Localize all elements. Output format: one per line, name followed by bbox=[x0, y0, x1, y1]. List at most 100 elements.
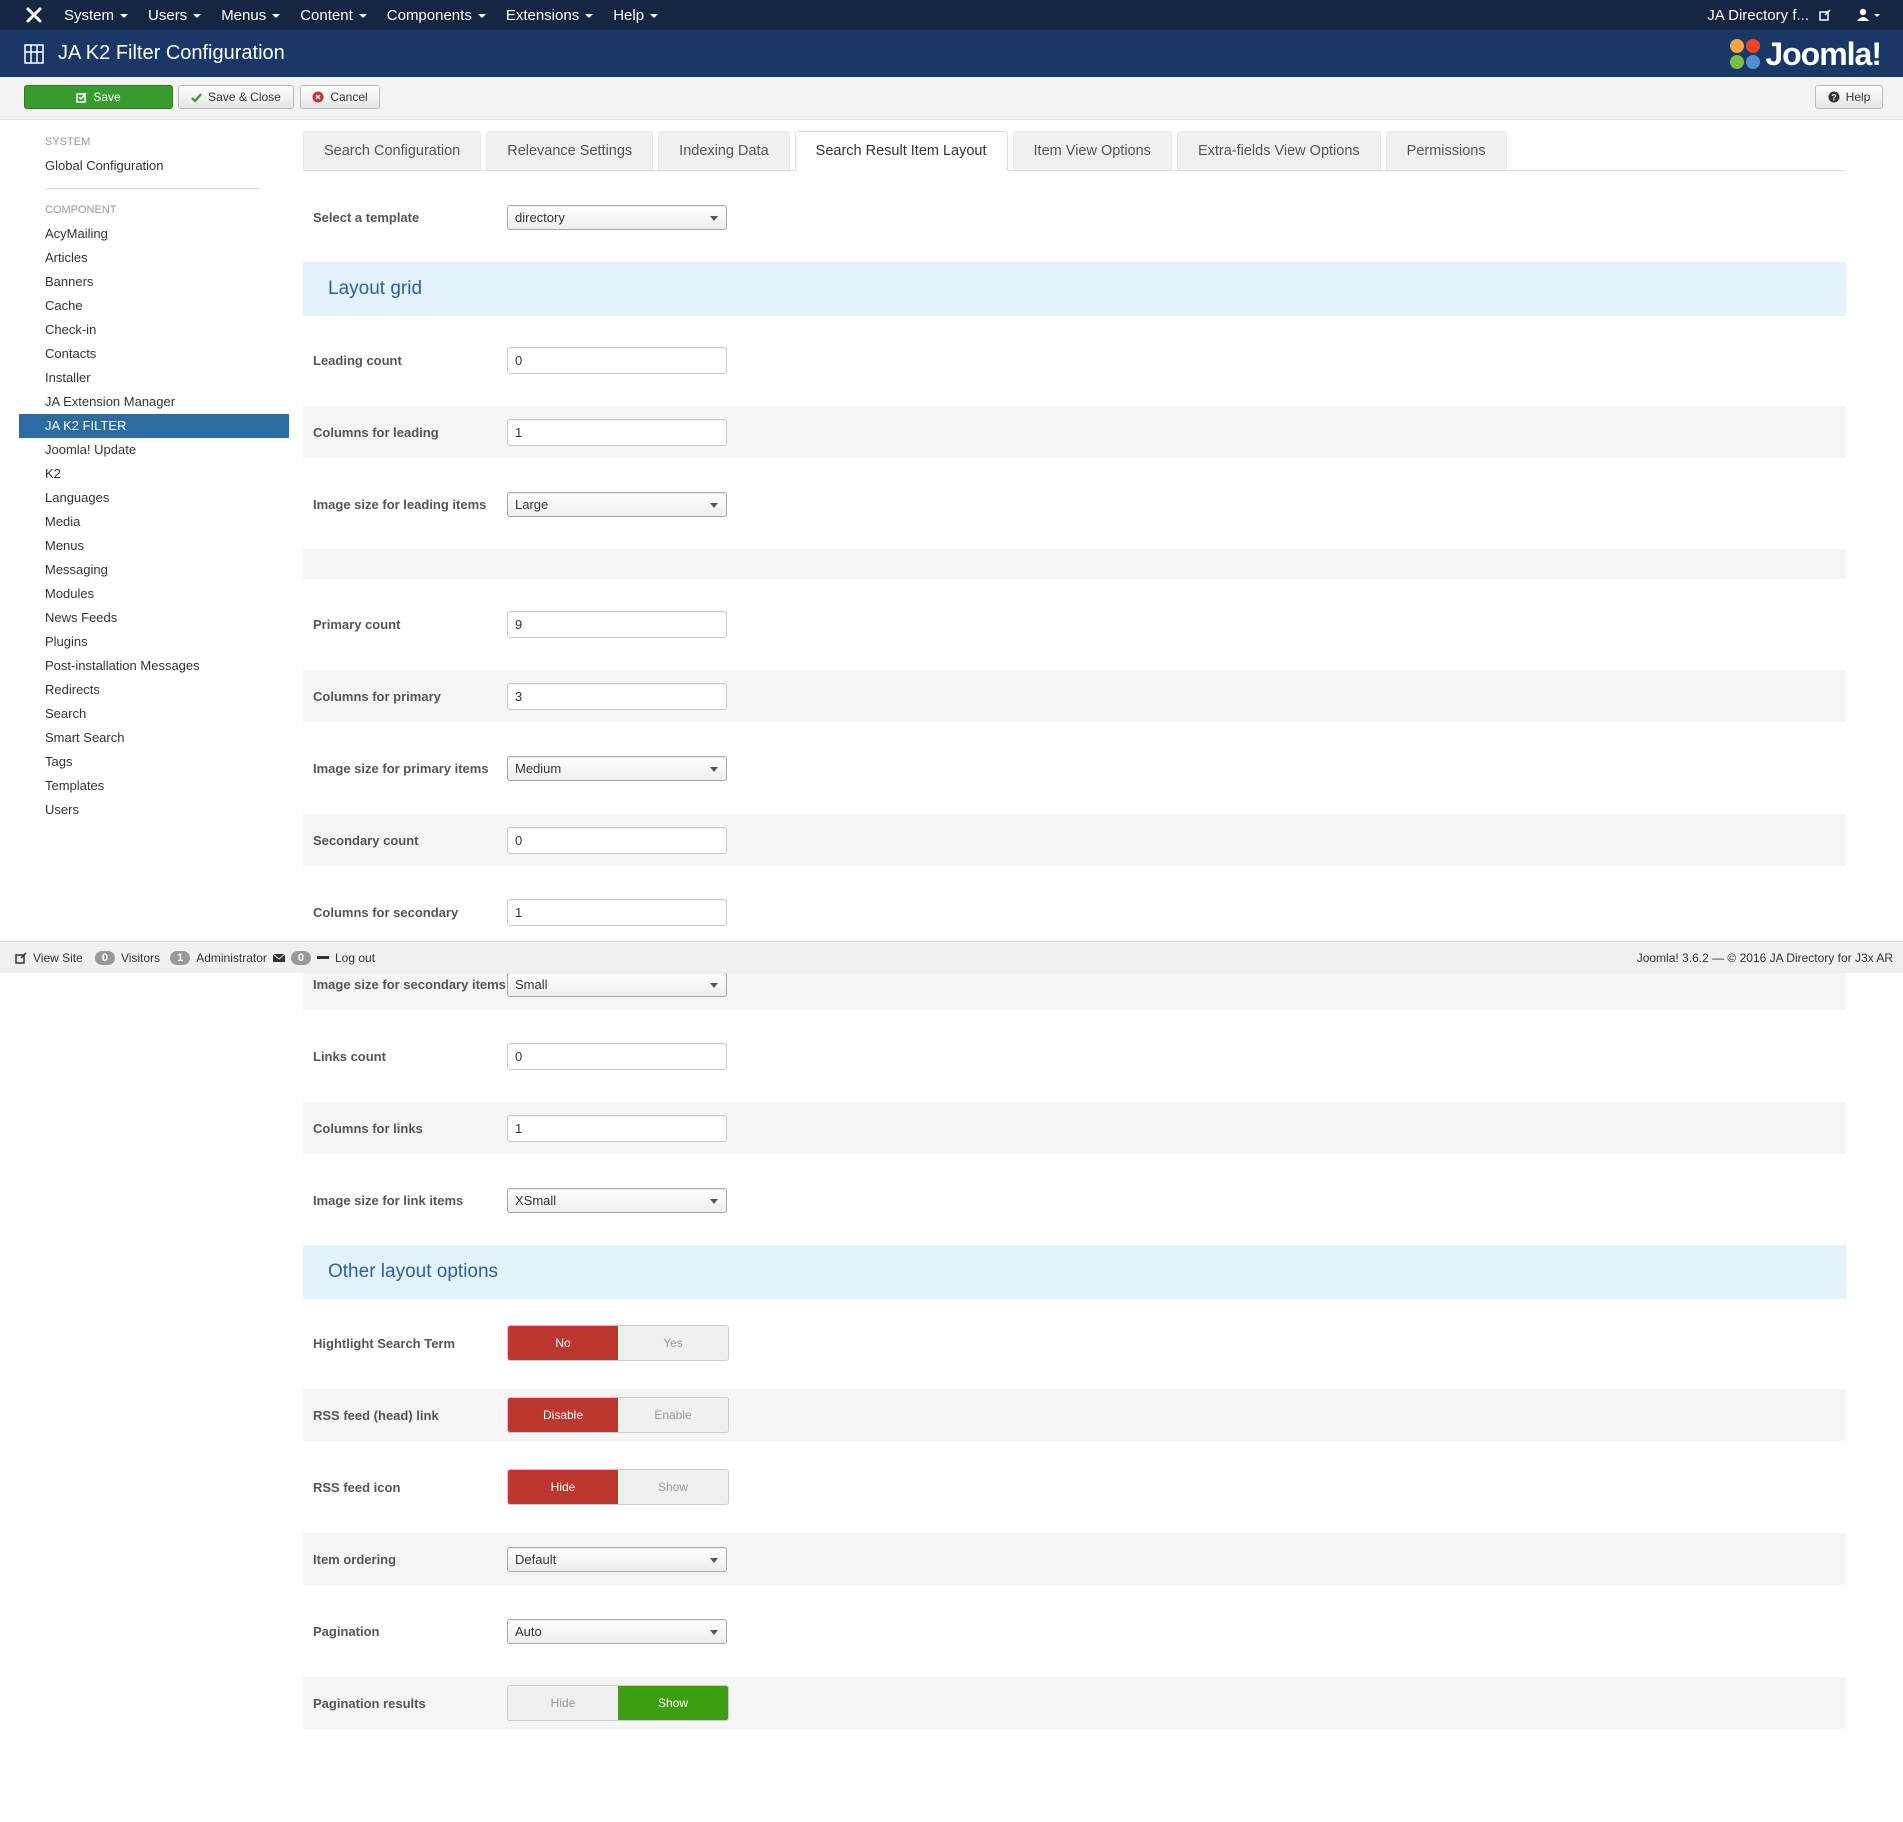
nav-menu[interactable]: Menus bbox=[221, 7, 280, 24]
toggle-option[interactable]: Hide bbox=[508, 1470, 618, 1504]
tab[interactable]: Item View Options bbox=[1012, 131, 1172, 170]
sidebar-item[interactable]: Tags bbox=[45, 754, 73, 769]
sidebar-item[interactable]: Users bbox=[45, 802, 79, 817]
admins-badge: 1 bbox=[170, 950, 191, 965]
toggle-option[interactable]: Show bbox=[618, 1470, 728, 1504]
form-row: RSS feed icon Hide Show bbox=[303, 1451, 1846, 1523]
select-field[interactable]: Large bbox=[507, 491, 727, 517]
sidebar-item[interactable]: Modules bbox=[45, 586, 95, 601]
sidebar-item[interactable]: Post-installation Messages bbox=[45, 658, 200, 673]
sidebar-item[interactable]: JA K2 FILTER bbox=[19, 414, 289, 438]
tab[interactable]: Search Result Item Layout bbox=[794, 131, 1008, 171]
form-row-band: Image size for link items XSmall bbox=[303, 1174, 1846, 1226]
sidebar-item[interactable]: Media bbox=[45, 514, 81, 529]
select-field[interactable]: directory bbox=[507, 204, 727, 230]
sidebar-item[interactable]: Joomla! Update bbox=[45, 442, 137, 457]
sidebar-item[interactable]: Cache bbox=[45, 298, 83, 313]
toggle-option[interactable]: Hide bbox=[508, 1686, 618, 1720]
section-header: Other layout options bbox=[303, 1245, 1846, 1299]
sidebar-item[interactable]: Global Configuration bbox=[45, 158, 164, 173]
sidebar-item[interactable]: Plugins bbox=[45, 634, 88, 649]
select-field[interactable]: Small bbox=[507, 971, 727, 997]
sidebar-item[interactable]: Menus bbox=[45, 538, 85, 553]
sidebar-item[interactable]: Articles bbox=[45, 250, 88, 265]
tab[interactable]: Relevance Settings bbox=[486, 131, 654, 170]
nav-menu[interactable]: System bbox=[64, 7, 128, 24]
site-link[interactable]: JA Directory f... bbox=[1707, 6, 1809, 24]
field-label: Image size for leading items bbox=[313, 496, 487, 512]
field-label: RSS feed icon bbox=[313, 1479, 401, 1495]
form-row: Hightlight Search Term No Yes bbox=[303, 1307, 1846, 1379]
text-field[interactable]: 0 bbox=[507, 1042, 727, 1070]
sidebar-item[interactable]: Languages bbox=[45, 490, 110, 505]
section-header: Layout grid bbox=[303, 262, 1846, 316]
sidebar-item[interactable]: JA Extension Manager bbox=[45, 394, 176, 409]
sidebar-item[interactable]: Templates bbox=[45, 778, 105, 793]
toolbar: Save Save & Close Cancel ? Help bbox=[0, 77, 1903, 120]
sidebar-heading: COMPONENT bbox=[45, 204, 117, 216]
toggle-option[interactable]: Yes bbox=[618, 1326, 728, 1360]
text-field[interactable]: 1 bbox=[507, 898, 727, 926]
tab[interactable]: Permissions bbox=[1385, 131, 1507, 170]
select-field[interactable]: XSmall bbox=[507, 1187, 727, 1213]
save-close-button[interactable]: Save & Close bbox=[178, 85, 294, 109]
form-row-band: Image size for leading items Large bbox=[303, 478, 1846, 530]
sidebar-item[interactable]: Redirects bbox=[45, 682, 100, 697]
toggle-option[interactable]: No bbox=[508, 1326, 618, 1360]
joomla-icon[interactable] bbox=[24, 5, 44, 25]
field-label: Item ordering bbox=[313, 1551, 397, 1567]
visitors-label: Visitors bbox=[120, 950, 161, 965]
help-button[interactable]: ? Help bbox=[1815, 85, 1883, 109]
field-label: RSS feed (head) link bbox=[313, 1407, 439, 1423]
sidebar-item[interactable]: Banners bbox=[45, 274, 94, 289]
text-field[interactable]: 3 bbox=[507, 682, 727, 710]
field-label: Columns for secondary bbox=[313, 904, 459, 920]
tab[interactable]: Extra-fields View Options bbox=[1176, 131, 1381, 170]
form-row-band: Columns for secondary 1 bbox=[303, 886, 1846, 938]
nav-menu[interactable]: Components bbox=[387, 7, 486, 24]
sidebar-item[interactable]: AcyMailing bbox=[45, 226, 108, 241]
menu-list: System Users Menus Content Components Extensi… bbox=[44, 7, 658, 24]
select-field[interactable]: Medium bbox=[507, 755, 727, 781]
view-site[interactable]: View Site bbox=[33, 950, 83, 965]
form-row-band: RSS feed icon Hide Show bbox=[303, 1461, 1846, 1513]
text-field[interactable]: 1 bbox=[507, 418, 727, 446]
text-field[interactable]: 0 bbox=[507, 346, 727, 374]
form-row-band: Image size for primary items Medium bbox=[303, 742, 1846, 794]
form-row-band: Primary count 9 bbox=[303, 598, 1846, 650]
form-row: Secondary count 0 bbox=[303, 804, 1846, 876]
sidebar-item[interactable]: Messaging bbox=[45, 562, 108, 577]
select-field[interactable]: Auto bbox=[507, 1618, 727, 1644]
form-row-band: RSS feed (head) link Disable Enable bbox=[303, 1389, 1846, 1441]
svg-text:?: ? bbox=[1831, 93, 1837, 103]
text-field[interactable]: 0 bbox=[507, 826, 727, 854]
page-header: JA K2 Filter Configuration Joomla! bbox=[0, 30, 1903, 77]
toggle-switch: Hide Show bbox=[507, 1469, 729, 1505]
sidebar-item[interactable]: Contacts bbox=[45, 346, 97, 361]
toggle-option[interactable]: Enable bbox=[618, 1398, 728, 1432]
sidebar-item[interactable]: K2 bbox=[45, 466, 61, 481]
sidebar-item[interactable]: News Feeds bbox=[45, 610, 118, 625]
text-field[interactable]: 9 bbox=[507, 610, 727, 638]
field-label: Image size for secondary items bbox=[313, 976, 506, 992]
cancel-button[interactable]: Cancel bbox=[300, 85, 380, 109]
nav-menu[interactable]: Users bbox=[148, 7, 201, 24]
tab[interactable]: Search Configuration bbox=[303, 131, 482, 170]
toggle-option[interactable]: Show bbox=[618, 1686, 728, 1720]
save-close-label: Save & Close bbox=[208, 90, 281, 104]
sidebar-item[interactable]: Smart Search bbox=[45, 730, 125, 745]
nav-menu[interactable]: Help bbox=[613, 7, 658, 24]
nav-menu[interactable]: Content bbox=[300, 7, 367, 24]
field-label: Pagination results bbox=[313, 1695, 426, 1711]
nav-menu[interactable]: Extensions bbox=[506, 7, 593, 24]
sidebar-item[interactable]: Installer bbox=[45, 370, 91, 385]
toggle-option[interactable]: Disable bbox=[508, 1398, 618, 1432]
logout-link[interactable]: Log out bbox=[335, 950, 376, 965]
user-menu[interactable] bbox=[1857, 8, 1883, 22]
sidebar-item[interactable]: Check-in bbox=[45, 322, 97, 337]
tab[interactable]: Indexing Data bbox=[658, 131, 790, 170]
text-field[interactable]: 1 bbox=[507, 1114, 727, 1142]
save-button[interactable]: Save bbox=[24, 85, 173, 109]
sidebar-item[interactable]: Search bbox=[45, 706, 87, 721]
select-field[interactable]: Default bbox=[507, 1546, 727, 1572]
